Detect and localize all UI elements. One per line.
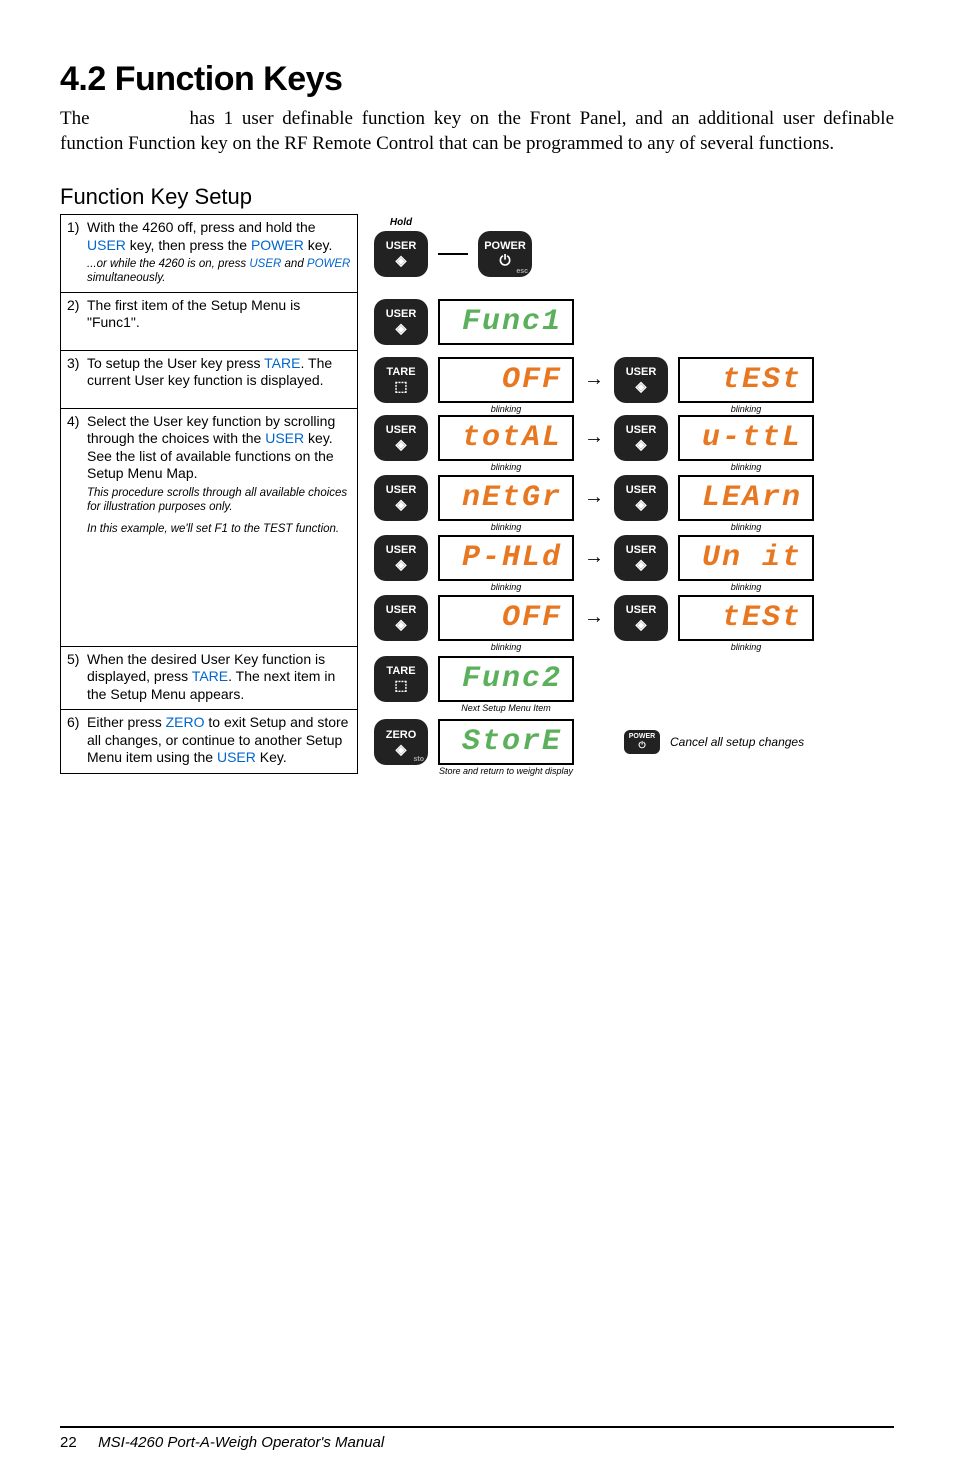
lcd-learn: LEArnblinking [678, 475, 814, 521]
tare-key-icon: TARE⬚ [374, 357, 428, 403]
zero-key-icon: ZERO◈ sto [374, 719, 428, 765]
lcd-uttl: u-ttLblinking [678, 415, 814, 461]
flow-tare-off-test: TARE⬚ OFF blinking → USER◈ tESt blinking [374, 357, 894, 403]
user-key-icon: USER◈ [374, 415, 428, 461]
arrow-icon: → [584, 546, 604, 569]
step-3: 3) To setup the User key press TARE. The… [60, 351, 358, 409]
intro-paragraph: Thehas 1 user definable function key on … [60, 107, 894, 156]
step-1-note: ...or while the 4260 is on, press USER a… [87, 258, 351, 286]
intro-rest: has 1 user definable function key on the… [60, 108, 894, 154]
arrow-icon: → [584, 486, 604, 509]
lcd-func1: Func1 [438, 299, 574, 345]
lcd-unit: Un itblinking [678, 535, 814, 581]
setup-subheading: Function Key Setup [60, 184, 894, 210]
power-key-icon: POWER ⏻ esc [478, 231, 532, 277]
arrow-icon: → [584, 606, 604, 629]
lcd-off: OFF blinking [438, 357, 574, 403]
flow-hold-user-power: Hold USER ◈ POWER ⏻ esc [374, 231, 894, 277]
lcd-phld: P-HLdblinking [438, 535, 574, 581]
cancel-note: Cancel all setup changes [670, 735, 804, 749]
user-key-icon: Hold USER ◈ [374, 231, 428, 277]
flow-func1: USER◈ Func1 [374, 299, 894, 345]
lcd-func2: Func2Next Setup Menu Item [438, 656, 574, 702]
step-5: 5) When the desired User Key function is… [60, 647, 358, 711]
section-heading: 4.2 Function Keys [60, 60, 894, 99]
lcd-off2: OFFblinking [438, 595, 574, 641]
arrow-icon: → [584, 368, 604, 391]
user-key-icon: USER◈ [374, 535, 428, 581]
user-key-icon: USER◈ [374, 595, 428, 641]
step-num: 1) [67, 219, 87, 254]
flow-off-test2: USER◈ OFFblinking → USER◈ tEStblinking [374, 595, 894, 641]
flow-func2: TARE⬚ Func2Next Setup Menu Item [374, 656, 894, 702]
lcd-netgr: nEtGrblinking [438, 475, 574, 521]
tare-key-icon: TARE⬚ [374, 656, 428, 702]
step-2: 2) The first item of the Setup Menu is "… [60, 293, 358, 351]
user-key-icon: USER◈ [614, 595, 668, 641]
flow-store: ZERO◈ sto StorE Store and return to weig… [374, 719, 894, 765]
arrow-icon: → [584, 426, 604, 449]
flow-phld-unit: USER◈ P-HLdblinking → USER◈ Un itblinkin… [374, 535, 894, 581]
user-key-icon: USER◈ [614, 415, 668, 461]
user-key-icon: USER◈ [374, 475, 428, 521]
user-key-icon: USER◈ [614, 357, 668, 403]
step-4: 4) Select the User key function by scrol… [60, 409, 358, 647]
intro-prefix: The [60, 108, 90, 129]
lcd-test: tESt blinking [678, 357, 814, 403]
step-1: 1) With the 4260 off, press and hold the… [60, 214, 358, 293]
lcd-store: StorE Store and return to weight display [438, 719, 574, 765]
user-key-icon: USER◈ [374, 299, 428, 345]
step-4-note1: This procedure scrolls through all avail… [87, 487, 351, 515]
step-4-note2: In this example, we'll set F1 to the TES… [87, 523, 351, 537]
step-6: 6) Either press ZERO to exit Setup and s… [60, 710, 358, 774]
manual-title: MSI-4260 Port-A-Weigh Operator's Manual [98, 1434, 384, 1451]
hold-label: Hold [390, 217, 412, 228]
flow-total-uttl: USER◈ totALblinking → USER◈ u-ttLblinkin… [374, 415, 894, 461]
page-footer: 22 MSI-4260 Port-A-Weigh Operator's Manu… [60, 1426, 894, 1451]
user-key-icon: USER◈ [614, 535, 668, 581]
step-body: With the 4260 off, press and hold the US… [87, 219, 351, 254]
lcd-test2: tEStblinking [678, 595, 814, 641]
page-number: 22 [60, 1434, 94, 1451]
power-key-small-icon: POWER ⏻ [624, 730, 660, 754]
user-key-icon: USER◈ [614, 475, 668, 521]
connector-line [438, 253, 468, 255]
lcd-total: totALblinking [438, 415, 574, 461]
flow-netgr-learn: USER◈ nEtGrblinking → USER◈ LEArnblinkin… [374, 475, 894, 521]
